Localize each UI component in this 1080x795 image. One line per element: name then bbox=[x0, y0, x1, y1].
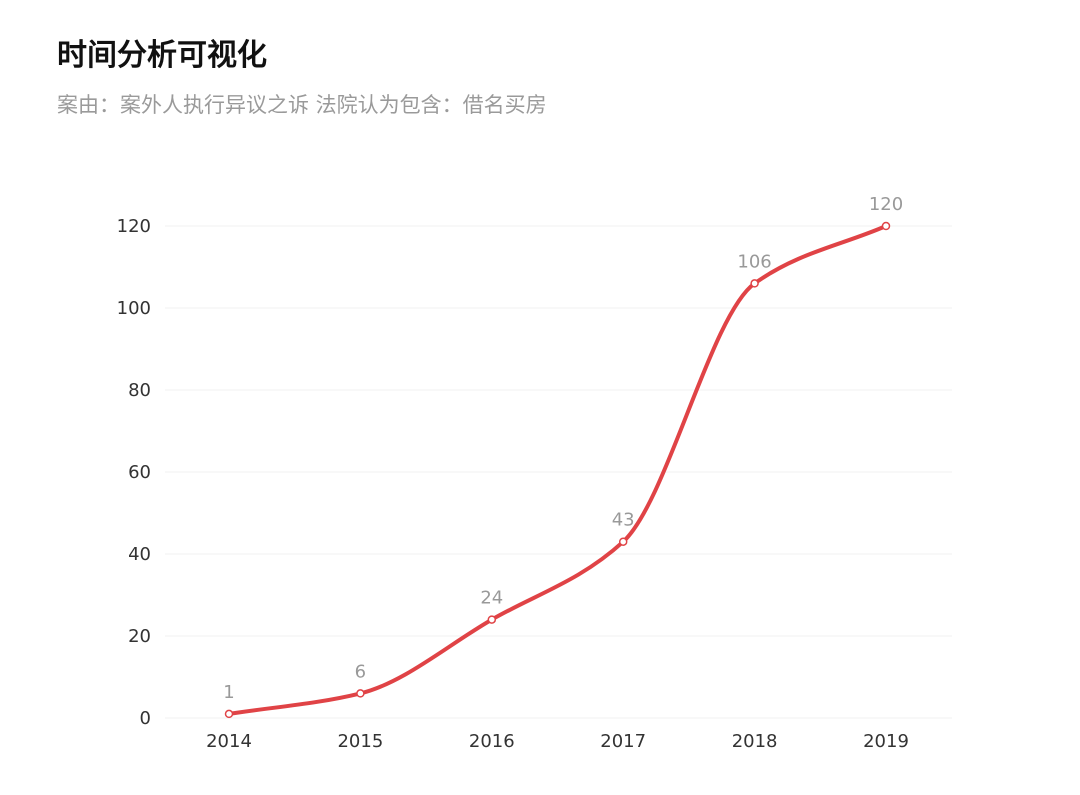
data-labels: 1 6 24 43 106 120 bbox=[223, 194, 903, 703]
data-point bbox=[356, 689, 365, 698]
data-point bbox=[618, 537, 628, 546]
x-tick-label: 2019 bbox=[863, 731, 909, 752]
x-tick-label: 2016 bbox=[469, 731, 515, 752]
data-points bbox=[224, 221, 891, 719]
y-tick-label: 40 bbox=[128, 544, 151, 565]
data-label: 24 bbox=[480, 588, 503, 609]
series-line-layer bbox=[227, 224, 888, 716]
data-label: 120 bbox=[869, 194, 903, 215]
series-line bbox=[227, 224, 888, 716]
x-tick-label: 2015 bbox=[337, 731, 383, 752]
x-tick-label: 2017 bbox=[600, 731, 646, 752]
x-tick-label: 2018 bbox=[732, 731, 778, 752]
data-label: 6 bbox=[355, 661, 366, 682]
y-tick-label: 20 bbox=[128, 626, 151, 647]
data-point bbox=[750, 279, 759, 288]
data-point bbox=[224, 709, 234, 719]
chart-title: 时间分析可视化 bbox=[57, 38, 267, 73]
data-point bbox=[487, 615, 497, 624]
chart-subtitle: 案由：案外人执行异议之诉 法院认为包含：借名买房 bbox=[57, 93, 547, 117]
y-tick-label: 0 bbox=[140, 708, 151, 729]
y-axis: 0 20 40 60 80 100 120 bbox=[117, 216, 151, 729]
y-tick-label: 80 bbox=[128, 380, 151, 401]
data-label: 106 bbox=[737, 251, 771, 272]
y-tick-label: 120 bbox=[117, 216, 151, 237]
data-label: 43 bbox=[612, 510, 635, 531]
y-tick-label: 60 bbox=[128, 462, 151, 483]
x-axis: 2014 2015 2016 2017 2018 2019 bbox=[206, 731, 909, 752]
data-point bbox=[881, 221, 891, 231]
y-tick-label: 100 bbox=[117, 298, 151, 319]
x-tick-label: 2014 bbox=[206, 731, 252, 752]
grid-lines bbox=[165, 225, 952, 719]
data-label: 1 bbox=[223, 682, 234, 703]
